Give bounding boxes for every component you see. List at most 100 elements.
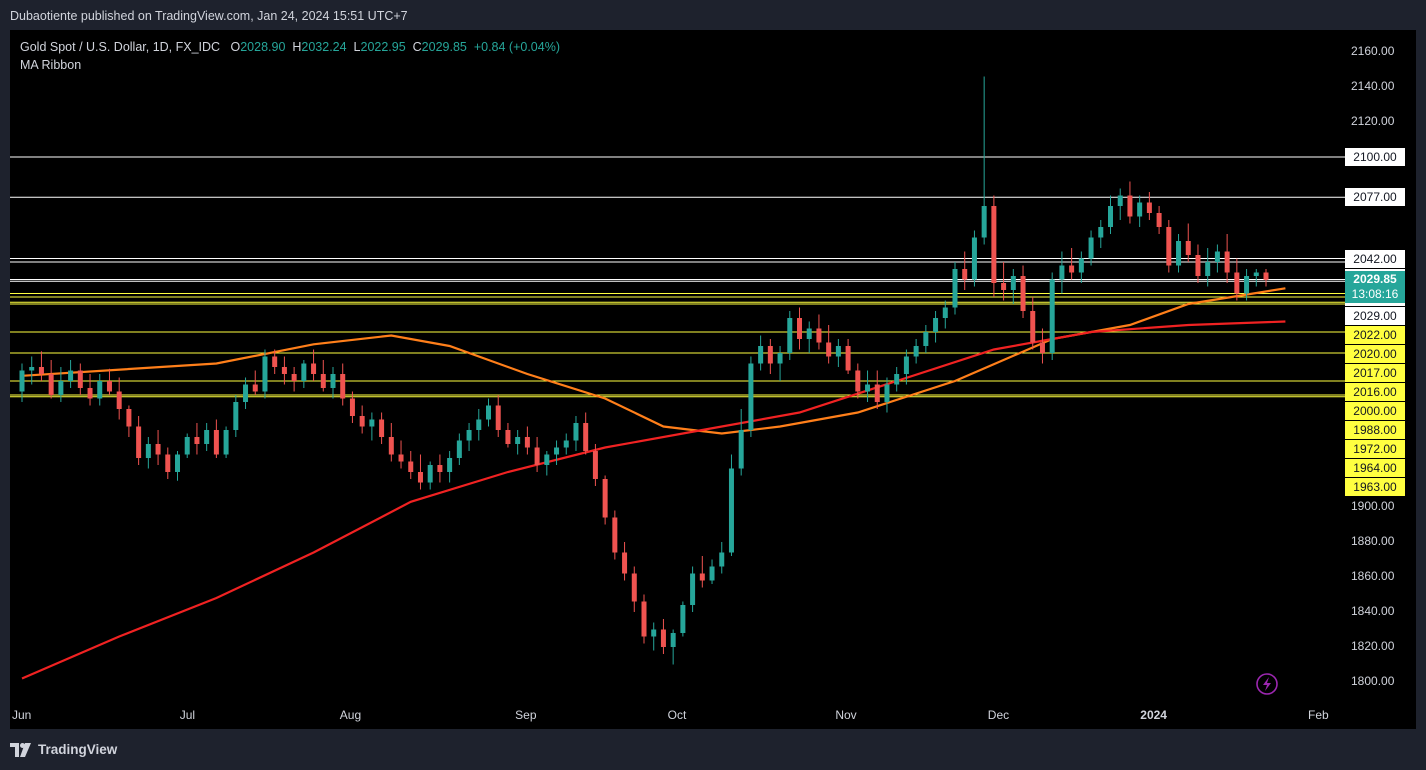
- candle-body: [767, 346, 773, 364]
- time-tick: Dec: [987, 708, 1010, 722]
- candle-body: [874, 384, 880, 402]
- candle-body: [913, 346, 919, 357]
- level-price-label: 2020.00: [1345, 344, 1405, 363]
- candle: [301, 360, 307, 388]
- price-tick: 2140.00: [1351, 79, 1395, 93]
- candle-body: [145, 444, 151, 458]
- candle-body: [524, 437, 530, 448]
- ma-layer: [21, 287, 1286, 680]
- candle: [933, 311, 939, 343]
- candle: [1030, 297, 1036, 350]
- candle: [359, 405, 365, 434]
- candles-layer: [19, 76, 1269, 665]
- candle-body: [466, 430, 472, 441]
- candle: [1224, 234, 1230, 283]
- candle-body: [1263, 272, 1269, 280]
- candle: [524, 426, 530, 455]
- candle: [427, 461, 433, 490]
- candle: [233, 395, 239, 437]
- candle: [417, 454, 423, 490]
- candle-body: [903, 356, 909, 374]
- candle-body: [816, 328, 822, 343]
- price-axis[interactable]: 1800.00 1820.00 1840.00 1860.00 1880.00 1900.…: [1345, 30, 1416, 702]
- level-price-label: 2077.00: [1345, 188, 1405, 207]
- candle: [194, 423, 200, 455]
- candle: [1244, 269, 1250, 301]
- candle-body: [1244, 276, 1250, 294]
- candle: [563, 433, 569, 455]
- candle: [68, 360, 74, 388]
- candle-body: [48, 374, 54, 395]
- candle-body: [311, 363, 317, 374]
- time-tick: Sep: [515, 708, 537, 722]
- time-axis[interactable]: Jun Jul Aug Sep Oct Nov Dec 2024 Feb: [10, 702, 1416, 729]
- candle: [1020, 265, 1026, 318]
- candle: [1263, 269, 1269, 287]
- candle: [126, 405, 132, 437]
- legend-ohlc-row: Gold Spot / U.S. Dollar, 1D, FX_IDC O202…: [20, 38, 560, 56]
- candle-body: [622, 552, 628, 574]
- candle-body: [1001, 283, 1007, 290]
- candle: [1059, 251, 1065, 294]
- price-tick: 2160.00: [1351, 44, 1395, 58]
- candle-body: [709, 566, 715, 581]
- candle-body: [583, 423, 589, 451]
- candle-body: [806, 328, 812, 339]
- candle-body: [971, 237, 977, 280]
- chart-plot-area[interactable]: Gold Spot / U.S. Dollar, 1D, FX_IDC O202…: [10, 30, 1345, 702]
- candle: [534, 437, 540, 472]
- candle: [631, 566, 637, 612]
- candle: [787, 311, 793, 360]
- candle: [456, 433, 462, 465]
- candle-body: [1059, 265, 1065, 280]
- candle-body: [408, 461, 414, 472]
- price-tick: 1800.00: [1351, 674, 1395, 688]
- candle: [281, 356, 287, 385]
- indicator-name[interactable]: MA Ribbon: [20, 58, 82, 72]
- tradingview-logo[interactable]: TradingView: [10, 742, 117, 757]
- candle: [835, 339, 841, 367]
- candle-body: [641, 601, 647, 637]
- candle: [175, 451, 180, 481]
- candle-body: [1020, 276, 1026, 311]
- candle: [1001, 262, 1007, 301]
- candle-body: [777, 353, 783, 364]
- candle-body: [1117, 195, 1123, 206]
- candle-body: [1108, 206, 1113, 227]
- published-text: Dubaotiente published on TradingView.com…: [10, 9, 408, 23]
- candle-body: [388, 437, 394, 455]
- candle: [97, 374, 103, 406]
- candle-body: [184, 437, 190, 455]
- price-tick: 1860.00: [1351, 569, 1395, 583]
- candle-body: [417, 472, 423, 483]
- candle-body: [1166, 227, 1172, 266]
- candle: [116, 377, 122, 420]
- candle: [699, 556, 705, 588]
- price-tick: 2120.00: [1351, 114, 1395, 128]
- candle: [777, 346, 783, 381]
- chart-svg[interactable]: [10, 30, 1345, 702]
- candle: [1108, 195, 1113, 234]
- last-price-value: 2029.85: [1353, 271, 1397, 286]
- price-tick: 1840.00: [1351, 604, 1395, 618]
- candle-body: [155, 444, 161, 455]
- level-price-label: 2029.00: [1345, 306, 1405, 325]
- last-price-badge: 2029.85 13:08:16: [1345, 270, 1405, 303]
- candle: [1117, 188, 1123, 220]
- candle: [1234, 258, 1240, 301]
- candle: [874, 370, 880, 409]
- symbol-name[interactable]: Gold Spot / U.S. Dollar, 1D, FX_IDC: [20, 40, 221, 54]
- candle-body: [281, 367, 287, 374]
- close-value: 2029.85: [421, 40, 467, 54]
- candle-body: [612, 517, 618, 553]
- candle-body: [797, 318, 802, 339]
- alert-icon[interactable]: [1256, 673, 1278, 695]
- candle: [1010, 269, 1016, 304]
- candle: [573, 416, 579, 451]
- candle-body: [272, 356, 278, 367]
- candle: [544, 451, 550, 476]
- candle: [223, 426, 229, 458]
- candle: [252, 370, 258, 395]
- candle: [437, 454, 443, 483]
- level-price-label: 2042.00: [1345, 249, 1405, 268]
